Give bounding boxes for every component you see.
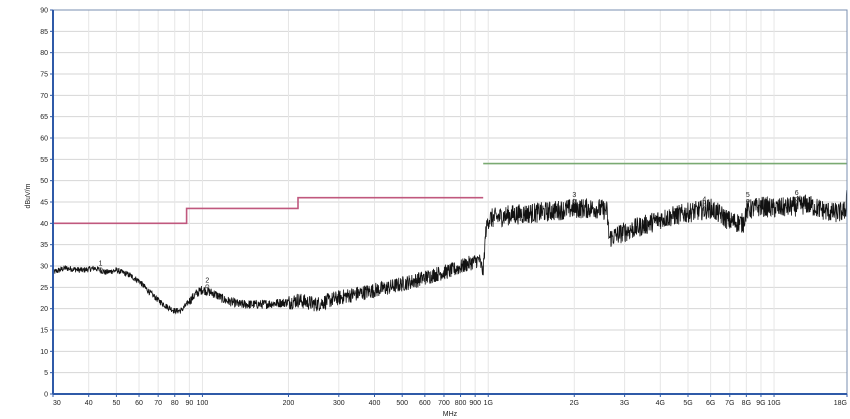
gridlines xyxy=(53,10,847,394)
y-tick-label: 30 xyxy=(40,264,48,271)
x-tick-label: 900 xyxy=(469,400,481,407)
x-tick-label: 40 xyxy=(85,400,93,407)
x-tick-label: 1G xyxy=(484,400,493,407)
y-tick-label: 65 xyxy=(40,114,48,121)
peak-marker-label: 4 xyxy=(702,196,706,203)
y-tick-label: 90 xyxy=(40,8,48,15)
y-axis-title: dBuV/m xyxy=(25,183,32,208)
x-axis-ticks: 30 40 50 60 70 80 90 100 200 300 400 500 600 700 800 90… xyxy=(52,394,848,407)
x-tick-label: 90 xyxy=(185,400,193,407)
x-tick-label: 70 xyxy=(154,400,162,407)
x-tick-label: 100 xyxy=(197,400,209,407)
y-tick-label: 85 xyxy=(40,29,48,36)
x-tick-label: 10G xyxy=(767,400,780,407)
x-tick-label: 200 xyxy=(283,400,295,407)
x-tick-label: 18G xyxy=(834,400,847,407)
x-tick-label: 600 xyxy=(419,400,431,407)
x-tick-label: 80 xyxy=(171,400,179,407)
x-tick-label: 60 xyxy=(135,400,143,407)
limit-line xyxy=(53,196,484,225)
limit-lines xyxy=(53,162,847,225)
peak-marker-dot xyxy=(205,284,210,289)
x-tick-label: 50 xyxy=(113,400,121,407)
peak-marker-dot xyxy=(794,196,799,201)
peak-markers: 1 2 3 4 5 6 xyxy=(98,190,799,289)
y-tick-label: 0 xyxy=(44,392,48,399)
x-tick-label: 300 xyxy=(333,400,345,407)
peak-marker-label: 5 xyxy=(746,192,750,199)
x-tick-label: 5G xyxy=(683,400,692,407)
x-axis-title: MHz xyxy=(443,411,458,418)
y-tick-label: 55 xyxy=(40,157,48,164)
x-tick-label: 500 xyxy=(396,400,408,407)
y-tick-label: 5 xyxy=(44,370,48,377)
x-tick-label: 400 xyxy=(369,400,381,407)
peak-marker-dot xyxy=(572,199,577,203)
y-tick-label: 45 xyxy=(40,200,48,207)
y-tick-label: 40 xyxy=(40,221,48,228)
x-tick-label: 2G xyxy=(570,400,579,407)
x-tick-label: 700 xyxy=(438,400,450,407)
x-tick-label: 30 xyxy=(53,400,61,407)
y-tick-label: 50 xyxy=(40,178,48,185)
x-tick-label: 6G xyxy=(706,400,715,407)
peak-marker-label: 1 xyxy=(99,260,103,267)
x-tick-label: 8G xyxy=(742,400,751,407)
measurement-trace xyxy=(52,190,848,315)
x-tick-label: 9G xyxy=(756,400,765,407)
y-tick-label: 10 xyxy=(40,349,48,356)
peak-marker-label: 2 xyxy=(205,277,209,284)
y-tick-label: 80 xyxy=(40,50,48,57)
peak-marker-label: 3 xyxy=(572,192,576,199)
peak-marker-label: 6 xyxy=(795,190,799,197)
y-tick-label: 15 xyxy=(40,328,48,335)
y-axis-ticks: 0 5 10 15 20 25 30 35 40 45 50 55 60 65 70 75 80 85 90 xyxy=(40,8,53,399)
x-tick-label: 3G xyxy=(620,400,629,407)
x-tick-label: 4G xyxy=(656,400,665,407)
peak-marker-dot xyxy=(702,203,707,208)
y-tick-label: 75 xyxy=(40,72,48,79)
y-tick-label: 60 xyxy=(40,136,48,143)
x-tick-label: 800 xyxy=(455,400,467,407)
y-tick-label: 20 xyxy=(40,306,48,313)
peak-marker-dot xyxy=(745,199,750,203)
y-tick-label: 25 xyxy=(40,285,48,292)
x-tick-label: 7G xyxy=(725,400,734,407)
y-tick-label: 35 xyxy=(40,242,48,249)
trace-path xyxy=(52,190,848,315)
peak-marker-dot xyxy=(98,267,103,272)
y-tick-label: 70 xyxy=(40,93,48,100)
